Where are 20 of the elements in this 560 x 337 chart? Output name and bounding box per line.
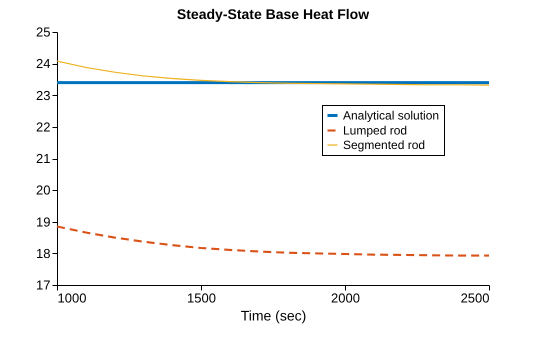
y-tick-label: 18 [36, 246, 50, 261]
y-tick-label: 17 [36, 278, 50, 292]
x-tick-label: 2500 [460, 290, 490, 306]
y-tick-label: 20 [36, 182, 50, 198]
x-axis-title: Time (sec) [240, 308, 306, 324]
y-tick-label: 23 [36, 88, 50, 103]
legend-label: Segmented rod [343, 138, 426, 152]
y-tick-label: 22 [36, 119, 50, 134]
y-tick-label: 24 [36, 56, 50, 72]
y-tick-label: 25 [36, 24, 50, 40]
line-series [56, 225, 490, 257]
legend-label: Lumped rod [343, 124, 408, 138]
chart-title: Steady-State Base Heat Flow [176, 6, 370, 22]
x-tick-label: 1500 [187, 290, 216, 306]
y-tick-label: 19 [36, 214, 50, 230]
y-tick-label: 21 [36, 151, 50, 166]
line-series [56, 60, 490, 86]
x-tick-label: 1000 [58, 290, 86, 306]
x-tick-label: 2000 [331, 290, 360, 306]
legend-label: Analytical solution [343, 108, 440, 122]
